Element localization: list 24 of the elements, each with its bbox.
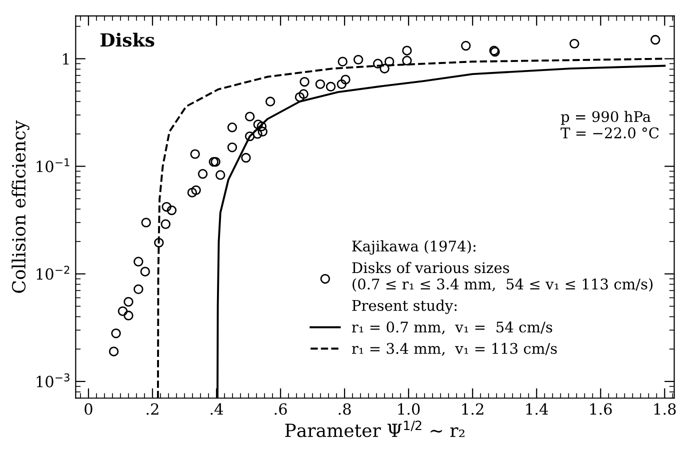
y-tick-label: 1 [62, 53, 69, 65]
y-tick-label: 10$^{−3}$ [36, 373, 70, 388]
x-tick-label: .8 [338, 403, 351, 415]
x-tick-label: .4 [210, 403, 224, 415]
annotation: p = 990 hPa [560, 110, 651, 125]
x-tick-label: 1.6 [590, 403, 612, 415]
x-tick-label: 1.0 [398, 403, 420, 415]
annotation: Disks [100, 32, 154, 47]
annotation: Present study: [352, 300, 457, 314]
y-tick-label: 10$^{−2}$ [36, 266, 70, 280]
legend-label: r₁ = 3.4 mm, v₁ = 113 cm/s [352, 342, 557, 356]
annotation: Kajikawa (1974): [352, 240, 476, 255]
x-tick-label: 1.4 [526, 403, 548, 415]
annotation: T = −22.0 °C [560, 127, 659, 138]
y-axis-title: Collision efficiency [12, 120, 30, 293]
y-tick-label: 10$^{−1}$ [36, 158, 70, 172]
legend-label: Disks of various sizes (0.7 ≤ r₁ ≤ 3.4 mm, 54 ≤ v₁ ≤ 113 cm/s) [352, 262, 653, 292]
x-tick-label: 1.2 [462, 403, 484, 415]
x-tick-label: .2 [146, 403, 158, 415]
x-axis-title: Parameter Ψ$^{1/2}$ ~ r₂ [285, 420, 464, 438]
legend-label: r₁ = 0.7 mm, v₁ = 54 cm/s [352, 322, 552, 334]
x-tick-label: .6 [274, 403, 287, 415]
x-tick-label: 1.8 [654, 403, 676, 415]
x-tick-label: 0 [84, 403, 92, 415]
